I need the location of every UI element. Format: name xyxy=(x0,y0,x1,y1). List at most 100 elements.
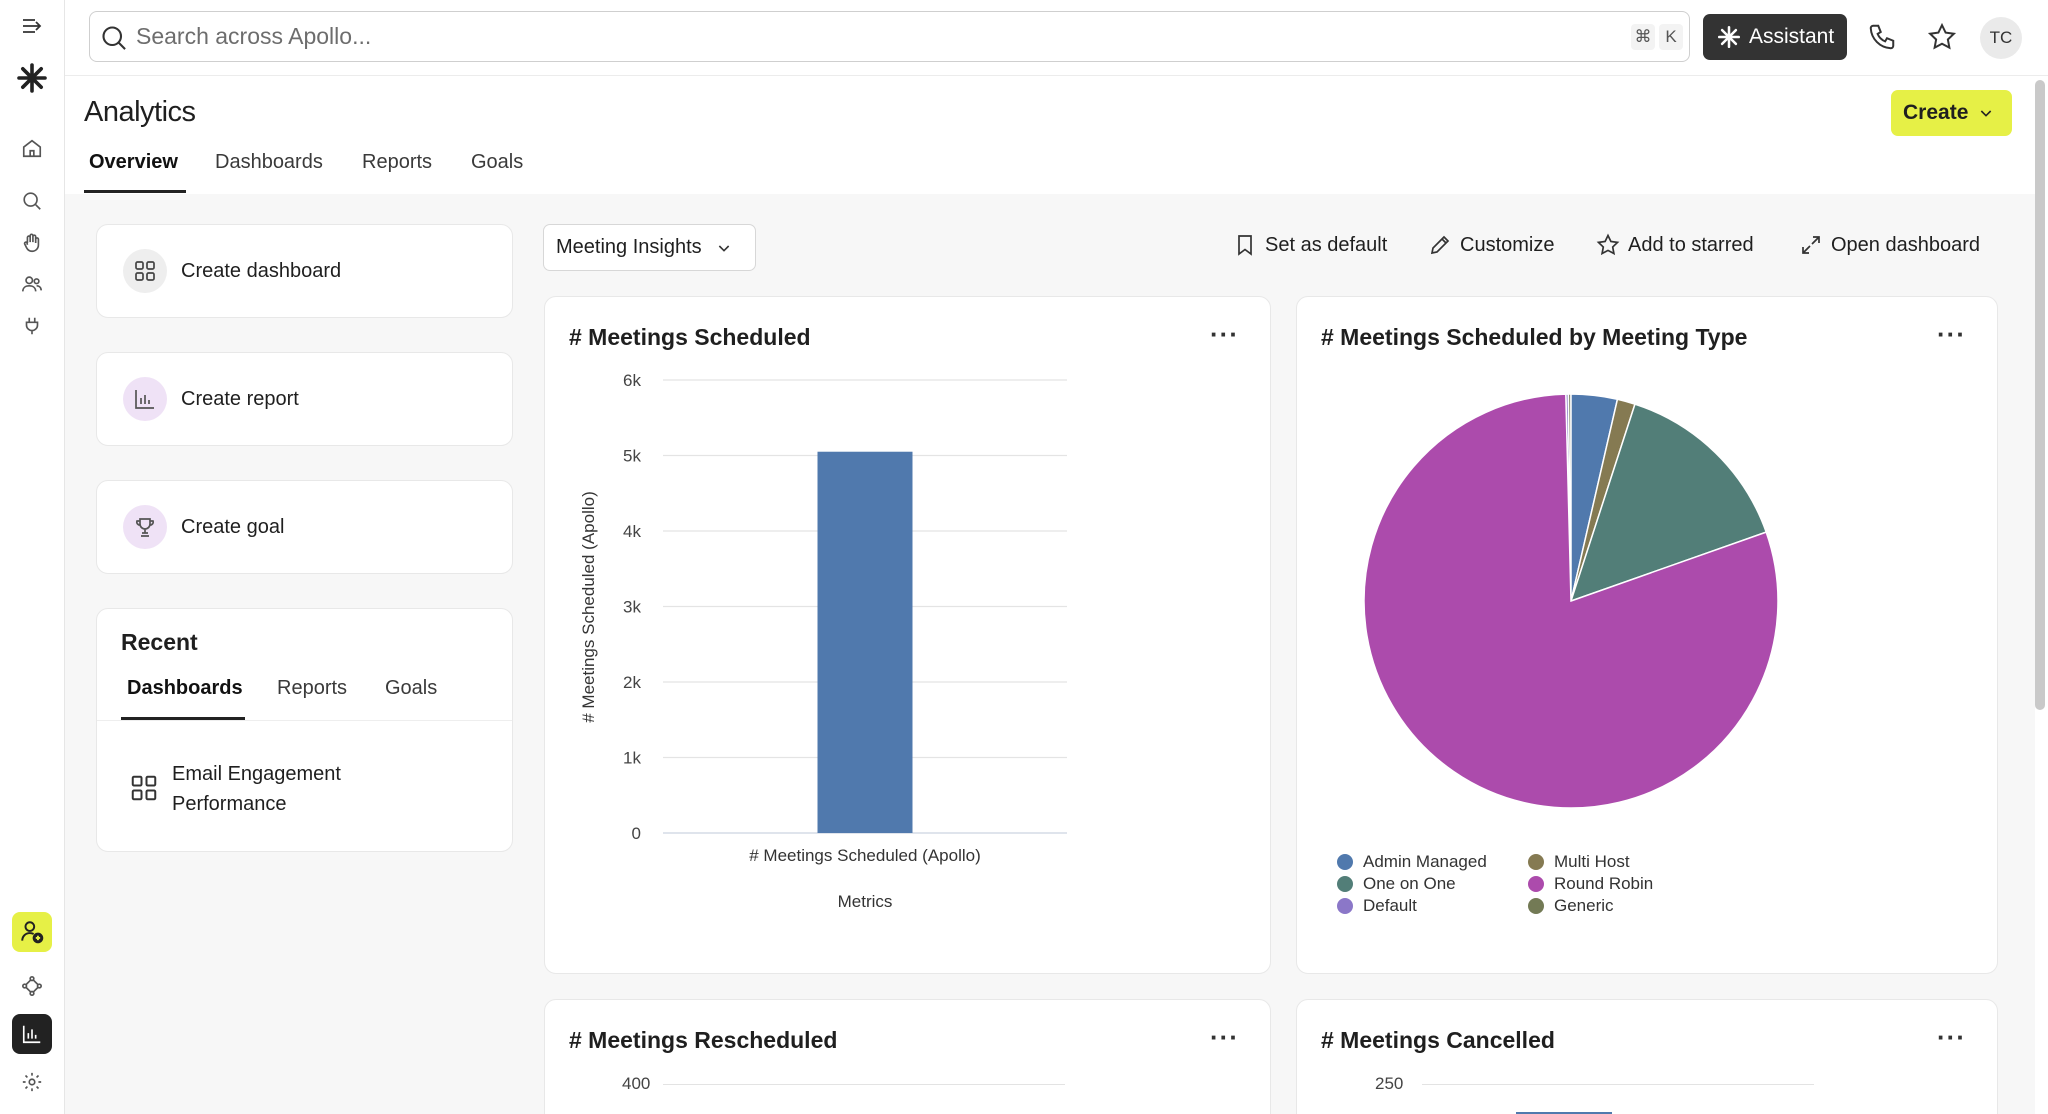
y-tick-label: 400 xyxy=(622,1074,651,1093)
tab-goals[interactable]: Goals xyxy=(471,151,524,173)
legend-swatch xyxy=(1528,876,1544,892)
trophy-icon xyxy=(123,505,167,549)
legend-swatch xyxy=(1337,854,1353,870)
create-report-label: Create report xyxy=(181,387,299,410)
tab-overview[interactable]: Overview xyxy=(89,151,178,173)
open-dashboard-label: Open dashboard xyxy=(1831,233,1981,256)
bar-chart-meetings-scheduled: 0 1k 2k 3k 4k 5k 6k # Meetings Scheduled (Apoll… xyxy=(579,371,1067,911)
chart-card-meetings-by-type: # Meetings Scheduled by Meeting Type ···… xyxy=(1296,296,1998,974)
settings-gear-icon[interactable] xyxy=(16,1066,48,1098)
shortcut-command-key: ⌘ xyxy=(1631,24,1655,50)
search-placeholder: Search across Apollo... xyxy=(136,23,372,49)
bar xyxy=(1516,1112,1612,1114)
add-contact-icon[interactable] xyxy=(12,912,52,952)
tab-reports[interactable]: Reports xyxy=(362,151,433,173)
legend-label: Multi Host xyxy=(1554,852,1630,871)
pie-slice xyxy=(1569,403,1768,603)
people-icon[interactable] xyxy=(16,268,48,300)
home-icon[interactable] xyxy=(16,132,48,164)
recent-item-label: Email Engagement Performance xyxy=(172,759,341,819)
create-report-card[interactable]: Create report xyxy=(96,352,513,446)
y-tick-label: 2k xyxy=(623,673,641,692)
legend-label: Admin Managed xyxy=(1363,852,1487,871)
user-avatar[interactable]: TC xyxy=(1980,17,2022,59)
chart-legend: Admin Managed Multi Host One on One Round R… xyxy=(1297,297,1999,975)
create-dashboard-label: Create dashboard xyxy=(181,259,342,282)
y-tick-label: 3k xyxy=(623,598,641,617)
recent-tab-dashboards[interactable]: Dashboards xyxy=(127,677,243,699)
add-to-starred-button[interactable]: Add to starred xyxy=(1596,233,1754,257)
y-tick-label: 250 xyxy=(1375,1074,1404,1093)
top-bar xyxy=(65,0,2048,76)
recent-item-line2: Performance xyxy=(172,793,287,815)
create-goal-label: Create goal xyxy=(181,515,285,538)
plug-icon[interactable] xyxy=(16,310,48,342)
chart-title: # Meetings Scheduled by Meeting Type xyxy=(1321,324,1748,350)
y-tick-label: 5k xyxy=(623,447,641,466)
phone-icon[interactable] xyxy=(1867,22,1897,57)
legend-label: Default xyxy=(1363,896,1417,915)
more-options-icon[interactable]: ··· xyxy=(1937,319,1966,349)
bar xyxy=(817,451,913,833)
nav-rail xyxy=(0,0,65,1114)
chevron-down-icon xyxy=(1981,110,1992,117)
pencil-icon xyxy=(1430,235,1450,255)
legend-item[interactable]: Generic xyxy=(1528,896,1614,916)
create-label: Create xyxy=(1903,101,1969,124)
chart-card-meetings-cancelled: # Meetings Cancelled ··· 250 xyxy=(1296,999,1998,1114)
more-options-icon[interactable]: ··· xyxy=(1210,1022,1239,1052)
grid-icon xyxy=(123,249,167,293)
assistant-button[interactable]: Assistant xyxy=(1703,14,1847,60)
assistant-label: Assistant xyxy=(1749,25,1835,48)
chart-card-meetings-rescheduled: # Meetings Rescheduled ··· 400 xyxy=(544,999,1271,1114)
create-goal-card[interactable]: Create goal xyxy=(96,480,513,574)
workflow-icon[interactable] xyxy=(16,970,48,1002)
analytics-icon[interactable] xyxy=(12,1014,52,1054)
search-input[interactable]: Search across Apollo... ⌘ K xyxy=(89,11,1690,62)
legend-swatch xyxy=(1528,898,1544,914)
x-tick-label: # Meetings Scheduled (Apollo) xyxy=(749,846,981,865)
legend-label: One on One xyxy=(1363,874,1456,893)
more-options-icon[interactable]: ··· xyxy=(1210,319,1239,349)
search-icon[interactable] xyxy=(16,185,48,217)
recent-tab-reports[interactable]: Reports xyxy=(277,677,348,699)
divider xyxy=(97,720,512,721)
legend-label: Round Robin xyxy=(1554,874,1654,893)
recent-tab-goals[interactable]: Goals xyxy=(385,677,438,699)
set-as-default-button[interactable]: Set as default xyxy=(1233,233,1387,257)
search-icon xyxy=(102,26,126,50)
dashboard-select[interactable]: Meeting Insights xyxy=(543,224,756,271)
customize-button[interactable]: Customize xyxy=(1428,233,1554,257)
chart-card-meetings-scheduled: # Meetings Scheduled ··· 0 1k 2k 3k 4k 5k 6k # … xyxy=(544,296,1271,974)
collapse-sidebar-icon[interactable] xyxy=(16,10,48,42)
create-dashboard-card[interactable]: Create dashboard xyxy=(96,224,513,318)
expand-icon xyxy=(1802,236,1820,254)
x-axis-label: Metrics xyxy=(838,892,893,911)
recent-active-tab-indicator xyxy=(121,717,245,720)
recent-item[interactable]: Email Engagement Performance xyxy=(123,759,483,825)
grid-icon xyxy=(131,775,157,801)
legend-label: Generic xyxy=(1554,896,1614,915)
add-to-starred-label: Add to starred xyxy=(1628,233,1754,256)
y-tick-label: 0 xyxy=(632,824,641,843)
legend-swatch xyxy=(1528,854,1544,870)
chevron-down-icon xyxy=(718,244,729,252)
more-options-icon[interactable]: ··· xyxy=(1937,1022,1966,1052)
page-scrollbar[interactable] xyxy=(2035,80,2045,710)
gridline xyxy=(1422,1084,1814,1085)
bookmark-icon xyxy=(1238,235,1252,256)
legend-item[interactable]: Round Robin xyxy=(1528,874,1653,894)
pie-slice xyxy=(1363,393,1779,809)
hand-icon[interactable] xyxy=(16,227,48,259)
star-icon[interactable] xyxy=(1927,22,1957,57)
legend-item[interactable]: Admin Managed xyxy=(1337,852,1487,872)
open-dashboard-button[interactable]: Open dashboard xyxy=(1799,233,1980,257)
legend-item[interactable]: One on One xyxy=(1337,874,1456,894)
tab-dashboards[interactable]: Dashboards xyxy=(215,151,323,173)
legend-item[interactable]: Multi Host xyxy=(1528,852,1630,872)
chart-title: # Meetings Cancelled xyxy=(1321,1027,1555,1053)
create-button[interactable]: Create xyxy=(1891,90,2012,136)
legend-item[interactable]: Default xyxy=(1337,896,1417,916)
apollo-logo-icon[interactable] xyxy=(16,62,48,94)
